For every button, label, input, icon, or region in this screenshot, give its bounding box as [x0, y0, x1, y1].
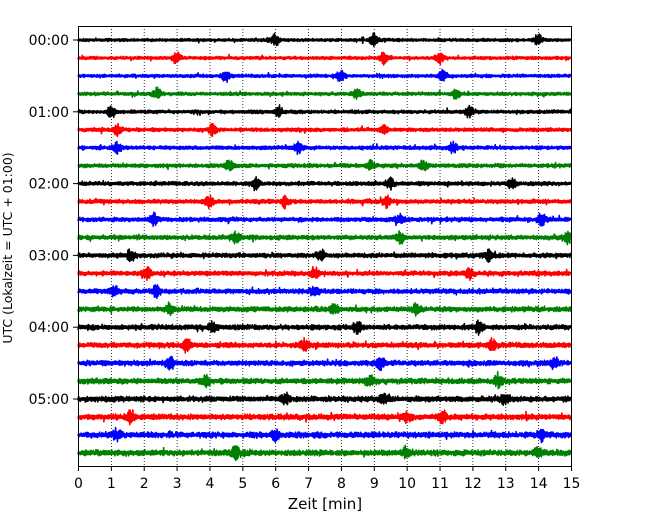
x-tick-label: 0	[74, 476, 83, 492]
x-tick-label: 15	[563, 476, 581, 492]
seismogram-trace	[77, 336, 572, 354]
seismogram-trace	[77, 444, 572, 462]
x-tick-label: 8	[337, 476, 346, 492]
x-tick-label: 5	[238, 476, 247, 492]
seismogram-trace	[77, 426, 572, 444]
x-tick-label: 1	[107, 476, 116, 492]
seismogram-trace	[77, 86, 572, 101]
seismogram-trace	[77, 175, 572, 192]
y-axis-label: UTC (Lokalzeit = UTC + 01:00)	[0, 152, 15, 343]
y-tick-label: 05:00	[29, 392, 69, 408]
seismogram-trace	[77, 122, 572, 138]
seismogram-trace	[77, 68, 572, 84]
y-tick-label: 01:00	[29, 105, 69, 121]
seismogram-trace	[77, 158, 572, 172]
x-tick-label: 9	[370, 476, 379, 492]
seismogram-trace	[77, 211, 572, 227]
seismogram-trace	[77, 51, 572, 66]
seismogram-trace	[77, 104, 572, 119]
x-tick-label: 12	[464, 476, 482, 492]
seismogram-trace	[77, 32, 572, 48]
seismogram-trace	[77, 140, 572, 156]
x-tick-label: 3	[173, 476, 182, 492]
x-tick-label: 6	[271, 476, 280, 492]
seismogram-trace	[77, 194, 572, 210]
y-tick-label: 03:00	[29, 248, 69, 264]
x-tick-label: 14	[530, 476, 548, 492]
x-axis-label: Zeit [min]	[288, 495, 362, 513]
y-tick-label: 04:00	[29, 320, 69, 336]
seismogram-trace	[77, 284, 572, 300]
seismogram-trace	[77, 301, 572, 317]
x-tick-label: 7	[304, 476, 313, 492]
y-axis: 00:00 01:00 02:00 03:00 04:00 05:00	[29, 33, 78, 408]
x-tick-label: 13	[497, 476, 515, 492]
seismogram-trace	[77, 391, 572, 407]
seismogram-trace	[77, 409, 572, 426]
y-tick-label: 02:00	[29, 177, 69, 193]
seismogram-trace	[77, 355, 572, 372]
plot-frame	[78, 26, 572, 467]
trace-group	[77, 32, 572, 462]
vertical-grid	[110, 26, 540, 466]
seismogram-trace	[77, 319, 572, 336]
y-tick-label: 00:00	[29, 33, 69, 49]
seismogram-trace	[77, 370, 572, 390]
x-tick-label: 4	[206, 476, 215, 492]
x-axis: 0 1 2 3 4 5 6 7 8 9 10 11 12 13 14 15	[74, 466, 580, 492]
x-tick-label: 2	[140, 476, 149, 492]
seismogram-trace	[77, 230, 572, 246]
seismogram-trace	[77, 265, 572, 282]
x-tick-label: 10	[398, 476, 416, 492]
seismogram-trace	[77, 248, 572, 263]
x-tick-label: 11	[431, 476, 449, 492]
